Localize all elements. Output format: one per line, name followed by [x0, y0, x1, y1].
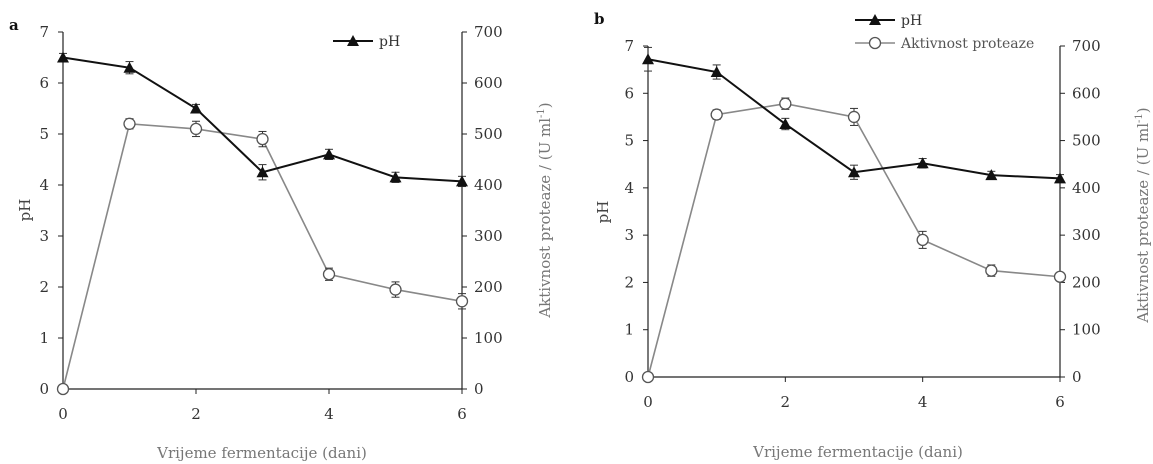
data-point-circle	[641, 370, 655, 384]
x-tick-label: 4	[324, 405, 334, 423]
data-point-triangle	[642, 53, 654, 65]
data-point-triangle	[710, 66, 723, 78]
data-point-circle	[322, 268, 336, 281]
y-tick-label-right: 600	[1072, 84, 1101, 102]
data-point-triangle	[985, 169, 998, 181]
series-line-triangle	[62, 56, 463, 183]
y-tick-label-left: 6	[624, 84, 634, 102]
y-tick-label-right: 0	[1072, 368, 1082, 386]
chart-panel-a: a 0 1 2 3 4 5 6 7 0 100 200 300 400 500 600 700 0 2 4 6 Vrije…	[9, 16, 554, 462]
y-tick-label-left: 0	[39, 380, 49, 398]
data-point-triangle	[916, 157, 929, 169]
y-tick-label-left: 0	[624, 368, 634, 386]
data-point-triangle	[456, 175, 468, 187]
data-point-circle	[1053, 270, 1067, 283]
x-axis-label: Vrijeme fermentacije (dani)	[156, 444, 367, 462]
data-point-triangle	[848, 166, 860, 178]
y-axis-label-left: pH	[16, 199, 34, 222]
y-tick-label-left: 4	[624, 179, 634, 197]
data-point-triangle	[323, 148, 335, 160]
y-tick-label-left: 5	[39, 125, 49, 143]
data-point-circle	[256, 132, 269, 146]
x-tick-label: 4	[918, 393, 928, 411]
y-tick-label-left: 1	[624, 321, 634, 339]
legend-marker-circle	[868, 36, 882, 50]
y-tick-label-left: 7	[624, 37, 634, 55]
x-tick-label: 6	[1055, 393, 1065, 411]
y-axis-label-left: pH	[594, 201, 612, 224]
series-line-circle	[62, 122, 463, 390]
data-point-triangle	[779, 118, 792, 130]
data-point-circle	[123, 117, 136, 130]
legend-marker-triangle	[869, 14, 881, 25]
y-axis-label-right: Aktivnost proteaze / (U ml-1)	[1134, 107, 1152, 323]
y-tick-label-left: 2	[39, 278, 49, 296]
panel-label: a	[9, 16, 19, 34]
y-axis-label-right-end: )	[536, 102, 554, 108]
y-tick-label-right: 100	[1072, 321, 1101, 339]
y-tick-label-left: 4	[39, 176, 49, 194]
y-tick-label-left: 5	[624, 132, 634, 150]
data-point-triangle	[389, 171, 402, 183]
data-point-circle	[710, 108, 723, 121]
series-line-circle	[647, 102, 1061, 378]
y-tick-label-right: 400	[1072, 179, 1101, 197]
chart-panel-b: b 0 1 2 3 4 5 6 7 0 100 200 300 400 500 600 700 0 2 4 6 Vrije…	[594, 10, 1152, 461]
y-tick-label-right: 700	[1072, 37, 1101, 55]
x-tick-label: 0	[643, 393, 653, 411]
y-tick-label-left: 2	[624, 273, 634, 291]
y-tick-label-right: 700	[474, 23, 503, 41]
y-tick-label-right: 300	[474, 227, 503, 245]
y-tick-label-right: 500	[1072, 132, 1101, 150]
x-tick-label: 2	[781, 393, 791, 411]
data-point-triangle	[190, 102, 202, 114]
data-point-circle	[189, 122, 203, 136]
y-tick-label-right: 0	[474, 380, 484, 398]
legend-label: pH	[901, 13, 922, 29]
legend-marker-triangle	[347, 35, 359, 46]
data-point-circle	[389, 283, 402, 296]
legend-label: pH	[379, 34, 400, 50]
y-axis-label-right: Aktivnost proteaze / (U ml-1)	[536, 102, 554, 318]
data-point-triangle	[256, 166, 269, 178]
y-tick-label-right: 200	[474, 278, 503, 296]
y-axis-label-right-end: )	[1134, 107, 1152, 113]
data-point-triangle	[57, 51, 69, 63]
y-tick-label-left: 3	[624, 226, 634, 244]
y-tick-label-right: 300	[1072, 226, 1101, 244]
data-point-circle	[56, 382, 70, 396]
y-tick-label-right: 100	[474, 329, 503, 347]
x-axis-label: Vrijeme fermentacije (dani)	[752, 443, 963, 461]
y-axis-label-right-sup: -1	[536, 108, 547, 118]
x-tick-label: 0	[58, 405, 68, 423]
y-tick-label-right: 500	[474, 125, 503, 143]
y-axis-label-right-main: Aktivnost proteaze / (U ml	[536, 118, 554, 319]
y-tick-label-right: 200	[1072, 273, 1101, 291]
y-axis-label-right-main: Aktivnost proteaze / (U ml	[1134, 123, 1152, 324]
panel-label: b	[594, 10, 605, 28]
data-point-circle	[847, 110, 861, 124]
y-axis-label-right-sup: -1	[1134, 113, 1145, 123]
y-tick-label-right: 400	[474, 176, 503, 194]
data-point-circle	[455, 295, 469, 308]
data-point-circle	[985, 264, 998, 277]
data-point-circle	[779, 97, 792, 110]
data-point-circle	[916, 233, 929, 247]
y-tick-label-left: 3	[39, 227, 49, 245]
y-tick-label-right: 600	[474, 74, 503, 92]
legend-label: Aktivnost proteaze	[900, 36, 1034, 52]
data-point-triangle	[123, 61, 136, 73]
y-tick-label-left: 6	[39, 74, 49, 92]
y-tick-label-left: 1	[39, 329, 49, 347]
x-tick-label: 6	[457, 405, 467, 423]
y-tick-label-left: 7	[39, 23, 49, 41]
data-point-triangle	[1054, 172, 1066, 184]
x-tick-label: 2	[191, 405, 201, 423]
